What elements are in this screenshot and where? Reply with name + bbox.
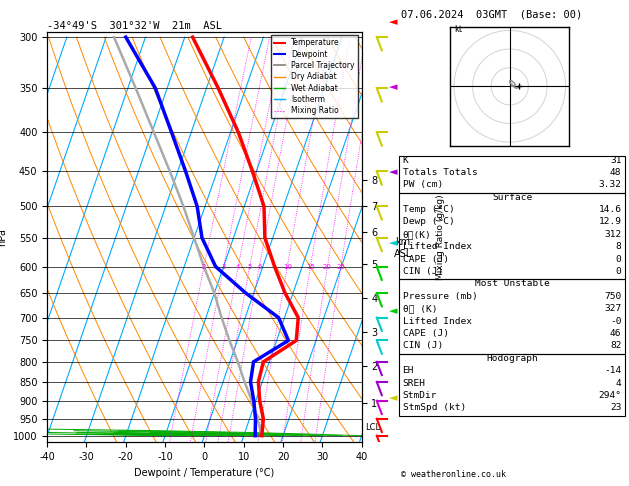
Text: 15: 15 (306, 263, 315, 270)
Text: Dewp (°C): Dewp (°C) (403, 217, 454, 226)
Text: Mixing Ratio (g/kg): Mixing Ratio (g/kg) (436, 194, 445, 280)
Text: 2: 2 (202, 263, 206, 270)
Text: K: K (403, 156, 408, 165)
Text: 3.32: 3.32 (598, 180, 621, 190)
Text: 20: 20 (323, 263, 332, 270)
Text: Surface: Surface (492, 192, 532, 202)
Text: kt: kt (454, 25, 462, 35)
Text: ◄: ◄ (389, 306, 398, 316)
Text: 0: 0 (616, 267, 621, 276)
Text: 48: 48 (610, 168, 621, 177)
Text: 3: 3 (221, 263, 226, 270)
Text: Most Unstable: Most Unstable (475, 279, 549, 289)
Text: -14: -14 (604, 366, 621, 375)
Text: CIN (J): CIN (J) (403, 341, 443, 350)
Text: 327: 327 (604, 304, 621, 313)
Text: 294°: 294° (598, 391, 621, 400)
Text: θᴇ(K): θᴇ(K) (403, 230, 431, 239)
Text: 312: 312 (604, 230, 621, 239)
Text: 46: 46 (610, 329, 621, 338)
X-axis label: Dewpoint / Temperature (°C): Dewpoint / Temperature (°C) (135, 468, 274, 478)
Text: 25: 25 (337, 263, 345, 270)
Text: 4: 4 (236, 263, 240, 270)
Text: Totals Totals: Totals Totals (403, 168, 477, 177)
Text: SREH: SREH (403, 379, 426, 388)
Text: ◄: ◄ (389, 17, 398, 27)
Text: -34°49'S  301°32'W  21m  ASL: -34°49'S 301°32'W 21m ASL (47, 21, 222, 31)
Text: CIN (J): CIN (J) (403, 267, 443, 276)
Text: 5: 5 (248, 263, 252, 270)
Text: ◄: ◄ (389, 238, 398, 248)
Text: 6: 6 (257, 263, 262, 270)
Text: Hodograph: Hodograph (486, 354, 538, 363)
Text: 8: 8 (616, 242, 621, 251)
Text: ◄: ◄ (389, 83, 398, 92)
Text: 23: 23 (610, 403, 621, 413)
Text: LCL: LCL (365, 423, 380, 432)
Text: Pressure (mb): Pressure (mb) (403, 292, 477, 301)
Text: 07.06.2024  03GMT  (Base: 00): 07.06.2024 03GMT (Base: 00) (401, 9, 582, 19)
Text: Lifted Index: Lifted Index (403, 242, 472, 251)
Text: StmDir: StmDir (403, 391, 437, 400)
Text: CAPE (J): CAPE (J) (403, 255, 448, 264)
Text: ◄: ◄ (389, 168, 398, 177)
Text: 0: 0 (616, 255, 621, 264)
Text: 82: 82 (610, 341, 621, 350)
Y-axis label: hPa: hPa (0, 228, 8, 246)
Y-axis label: km
ASL: km ASL (394, 237, 412, 259)
Text: ◄: ◄ (389, 394, 398, 403)
Text: -0: -0 (610, 316, 621, 326)
Text: 4: 4 (616, 379, 621, 388)
Text: StmSpd (kt): StmSpd (kt) (403, 403, 466, 413)
Text: Lifted Index: Lifted Index (403, 316, 472, 326)
Text: © weatheronline.co.uk: © weatheronline.co.uk (401, 470, 506, 479)
Text: 10: 10 (283, 263, 292, 270)
Text: Temp (°C): Temp (°C) (403, 205, 454, 214)
Text: 14.6: 14.6 (598, 205, 621, 214)
Text: 750: 750 (604, 292, 621, 301)
Text: 12.9: 12.9 (598, 217, 621, 226)
Text: 31: 31 (610, 156, 621, 165)
Text: EH: EH (403, 366, 414, 375)
Text: θᴇ (K): θᴇ (K) (403, 304, 437, 313)
Legend: Temperature, Dewpoint, Parcel Trajectory, Dry Adiabat, Wet Adiabat, Isotherm, Mi: Temperature, Dewpoint, Parcel Trajectory… (270, 35, 358, 118)
Text: PW (cm): PW (cm) (403, 180, 443, 190)
Text: CAPE (J): CAPE (J) (403, 329, 448, 338)
